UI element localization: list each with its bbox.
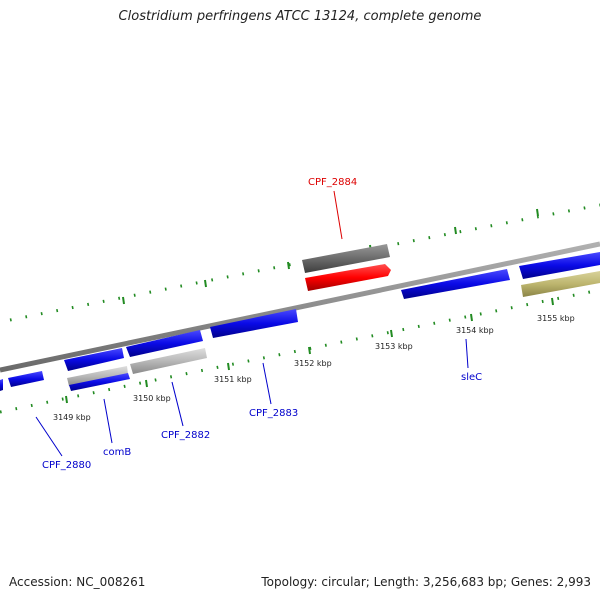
leader-cpf-2882 <box>171 381 184 427</box>
leader-slec <box>465 338 469 369</box>
leader-comb <box>103 398 113 444</box>
gene-arrow-olive[interactable] <box>521 271 600 297</box>
tick-label: 3151 kbp <box>214 375 252 384</box>
gene-arrow-slec[interactable] <box>401 269 510 299</box>
leader-cpf-2880 <box>35 416 63 457</box>
gene-arrow-cpf-2884[interactable] <box>305 264 391 291</box>
tick-label: 3150 kbp <box>133 394 171 403</box>
genome-backbone <box>0 241 600 373</box>
gene-arrow-comb-rna <box>67 366 128 386</box>
tick-label: 3155 kbp <box>537 314 575 323</box>
gene-arrow-cpf-2883[interactable] <box>210 309 298 338</box>
gene-label-cpf-2883[interactable]: CPF_2883 <box>249 408 298 419</box>
genome-summary-text: Topology: circular; Length: 3,256,683 bp… <box>261 575 591 589</box>
leader-cpf-2883 <box>262 362 272 405</box>
major-ticks-inner <box>65 297 554 404</box>
gene-label-comb[interactable]: comB <box>103 447 131 458</box>
gene-label-slec[interactable]: sleC <box>461 372 482 383</box>
page-title: Clostridium perfringens ATCC 13124, comp… <box>118 9 482 24</box>
gene-arrow-cpf-2880[interactable] <box>8 371 44 387</box>
gene-arrow-cpf-2884-rna[interactable] <box>302 244 390 273</box>
tick-label: 3149 kbp <box>53 413 91 422</box>
accession-text: Accession: NC_008261 <box>9 575 146 589</box>
leader-lines <box>35 190 469 457</box>
gene-arrow-comb-lower[interactable] <box>69 373 130 391</box>
leader-cpf-2884 <box>333 190 343 240</box>
gene-label-cpf-2884[interactable]: CPF_2884 <box>308 177 357 188</box>
gene-arrow-cpf-2882-rna[interactable] <box>130 348 207 374</box>
gene-arrow-partial-left[interactable] <box>0 379 3 391</box>
tick-label: 3152 kbp <box>294 359 332 368</box>
gene-label-cpf-2882[interactable]: CPF_2882 <box>161 430 210 441</box>
gene-arrow-right-blue[interactable] <box>519 252 600 279</box>
tick-label: 3154 kbp <box>456 326 494 335</box>
gene-arrow-cpf-2882[interactable] <box>126 330 203 357</box>
tick-label: 3153 kbp <box>375 342 413 351</box>
gene-arrow-comb[interactable] <box>64 348 124 371</box>
gene-label-cpf-2880[interactable]: CPF_2880 <box>42 460 91 471</box>
